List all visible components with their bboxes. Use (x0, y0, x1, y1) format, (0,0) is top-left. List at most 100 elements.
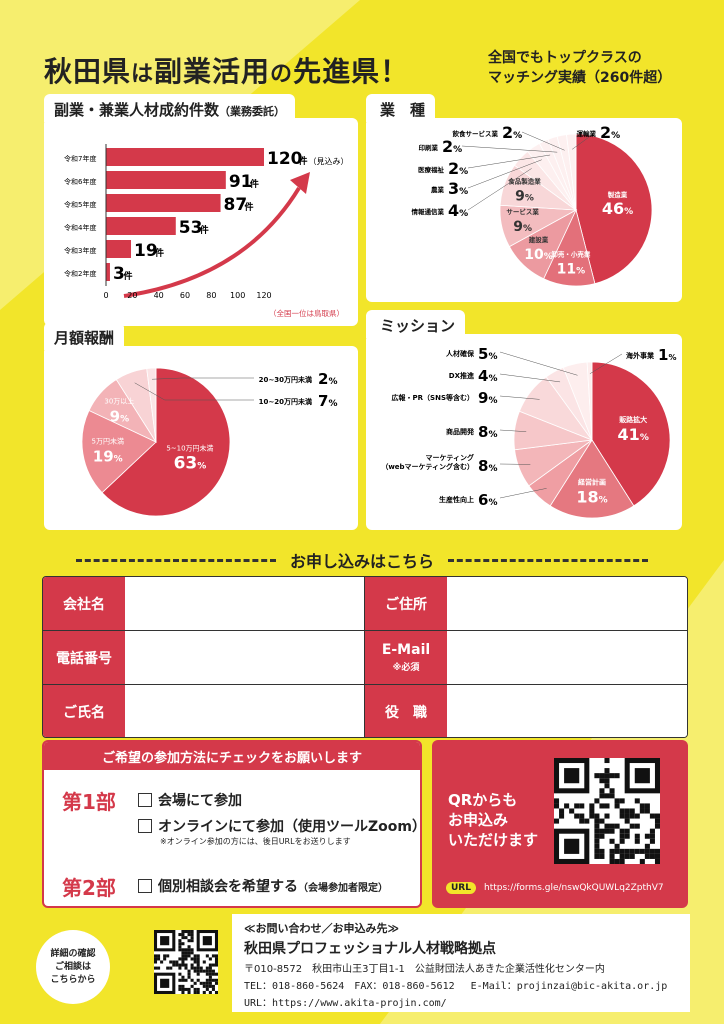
pie-label: 10~20万円未満 (259, 397, 312, 406)
company-input[interactable] (125, 577, 365, 630)
form-row-company: 会社名 ご住所 (43, 577, 687, 631)
bar-value-label: 3 (113, 264, 125, 284)
pie-slice (146, 367, 157, 443)
bar-value-label: 53 (179, 218, 203, 238)
online-checkbox[interactable] (138, 819, 152, 833)
venue-option[interactable]: 会場にて参加 (138, 790, 242, 810)
bar-category-label: 令和6年度 (64, 177, 96, 186)
pie-value: 2% (502, 123, 522, 142)
mission-panel: 販路拡大 41% 経営計画 18% 生産性向上 6% マーケティング （webマーケティング含… (366, 334, 682, 530)
phone-input[interactable] (125, 631, 365, 684)
pie-leader-line (572, 131, 597, 150)
participation-method-box: ご希望の参加方法にチェックをお願いします 第1部 会場にて参加 オンラインにて参… (42, 740, 422, 908)
pie-label: 商品開発 (446, 427, 475, 436)
pie-slice (575, 133, 653, 285)
pie-leader-line (499, 488, 547, 499)
application-form: 会社名 ご住所 電話番号 E-Mail ※必須 ご氏名 役 職 (42, 576, 688, 738)
pie-slice (566, 133, 577, 211)
pie-label: 運輸業 (577, 129, 597, 138)
pie-leader-line (589, 353, 623, 374)
name-input[interactable] (125, 685, 365, 737)
pie-label: 販路拡大 (619, 415, 647, 424)
pie-label: 20~30万円未満 (259, 375, 312, 384)
phone-label: 電話番号 (43, 631, 125, 684)
site-qr-code-icon[interactable] (154, 930, 218, 994)
bar (106, 240, 132, 258)
pie-label: 情報通信業 (412, 207, 445, 216)
pie-value: 8% (478, 423, 497, 441)
qr-application-box: QRからも お申込み いただけます URL https://forms.gle/… (432, 740, 688, 908)
growth-arrow-head (290, 172, 310, 194)
salary-panel: 5~10万円未満 63% 5万円未満 19% 30万以上 9% 10~20万円未満 7% 20~… (44, 346, 358, 530)
bar (106, 217, 176, 235)
pie-leader-line (467, 154, 551, 169)
form-row-name: ご氏名 役 職 (43, 685, 687, 737)
form-url[interactable]: https://forms.gle/nswQkQUWLq2ZpthV7 (483, 883, 664, 893)
mission-tab: ミッション (366, 310, 466, 338)
form-row-phone: 電話番号 E-Mail ※必須 (43, 631, 687, 685)
pie-label: DX推進 (449, 371, 474, 380)
pie-value: 2% (600, 123, 620, 142)
bar-unit-label: 件 (200, 224, 209, 236)
pie-leader-line (499, 429, 527, 432)
qr-code-icon[interactable] (554, 758, 660, 864)
qr-caption: QRからも お申込み いただけます (448, 791, 539, 849)
online-option[interactable]: オンラインにて参加（使用ツールZoom） (138, 816, 420, 836)
pie-slice (549, 439, 635, 519)
bar-x-tick: 100 (230, 291, 245, 300)
contracts-footnote: （全国一位は鳥取県） (269, 308, 344, 318)
pie-value: 1% (658, 346, 676, 364)
position-input[interactable] (447, 685, 687, 737)
bar-category-label: 令和2年度 (64, 269, 96, 278)
bar (106, 263, 110, 281)
form-url-line[interactable]: URL https://forms.gle/nswQkQUWLq2ZpthV7 (446, 882, 664, 894)
bar-category-label: 令和5年度 (64, 200, 96, 209)
industry-pie-chart: 製造業46%卸売・小売業11%建設業10%サービス業9%食品製造業9%情報通信業… (412, 123, 653, 287)
page-title: 秋田県は副業活用の先進県！ (44, 55, 410, 88)
pie-label: 卸売・小売業 (551, 249, 591, 258)
pie-value: 5% (478, 345, 497, 363)
pie-label: 医療福祉 (418, 165, 445, 174)
bar-x-tick: 40 (154, 291, 164, 300)
bar-unit-label: 件 (250, 178, 259, 190)
email-input[interactable] (447, 631, 687, 684)
pie-slice (101, 367, 231, 517)
salary-tab: 月額報酬 (44, 322, 125, 350)
position-label: 役 職 (365, 685, 447, 737)
bar-x-tick: 20 (127, 291, 137, 300)
consult-checkbox[interactable] (138, 879, 152, 893)
contact-url[interactable]: URL：https://www.akita-projin.com/ (244, 998, 447, 1009)
bar (106, 194, 221, 212)
pie-label: 建設業 (528, 235, 549, 244)
pie-leader-line (499, 351, 578, 376)
address-input[interactable] (447, 577, 687, 630)
bar-value-label: 91 (229, 172, 253, 192)
page-subtitle: 全国でもトップクラスの マッチング実績（260件超） (488, 50, 672, 86)
pie-value: 2% (318, 370, 337, 388)
pie-leader-line (467, 168, 532, 211)
bar-x-tick: 0 (103, 291, 108, 300)
contact-title: ≪お問い合わせ／お申込み先≫ (244, 922, 400, 935)
bar-unit-label: 件 (299, 155, 308, 167)
pie-value: 4% (448, 201, 468, 220)
pie-value: 8% (478, 457, 497, 475)
pie-value: 6% (478, 491, 497, 509)
venue-checkbox[interactable] (138, 793, 152, 807)
pie-leader-line (499, 373, 561, 383)
pie-label: 生産性向上 (439, 495, 474, 504)
bar (106, 148, 264, 166)
pie-label: （webマーケティング含む） (381, 462, 474, 471)
contracts-tab: 副業・兼業人材成約件数（業務委託） (44, 94, 296, 122)
consult-option[interactable]: 個別相談会を希望する （会場参加者限定） (138, 876, 388, 896)
pie-label: サービス業 (506, 207, 539, 216)
bar-value-label: 87 (224, 195, 248, 215)
pie-value: 4% (478, 367, 497, 385)
online-note: ※オンライン参加の方には、後日URLをお送りします (160, 837, 351, 846)
pie-label: 5~10万円未満 (166, 444, 213, 453)
pie-value: 2% (448, 159, 468, 178)
pie-label: 30万以上 (104, 397, 134, 406)
bar (106, 171, 226, 189)
method-heading: ご希望の参加方法にチェックをお願いします (44, 742, 420, 770)
